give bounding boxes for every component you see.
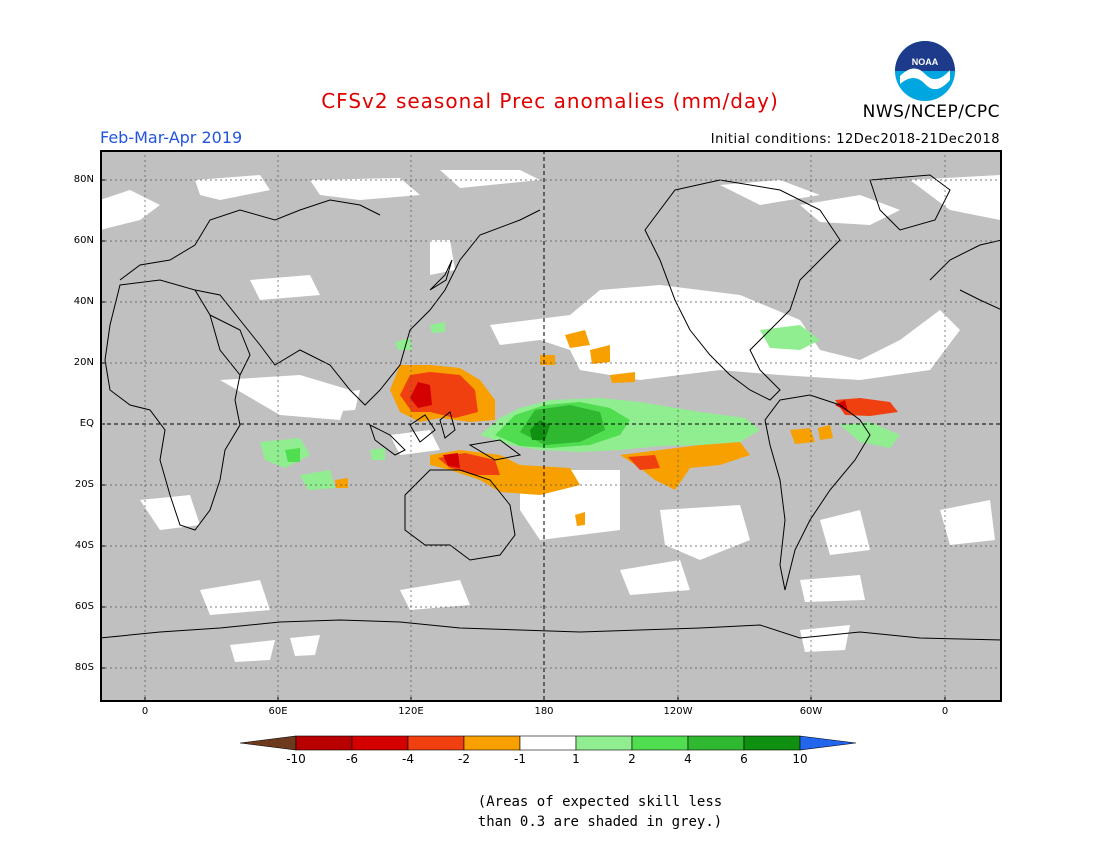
legend-arrow-high	[799, 735, 857, 751]
initial-conditions: Initial conditions: 12Dec2018-21Dec2018	[710, 132, 1000, 147]
precipitation-anomaly-map	[100, 150, 1002, 702]
legend-swatch	[463, 735, 521, 751]
forecast-period: Feb-Mar-Apr 2019	[100, 128, 243, 147]
coastlines	[100, 174, 1002, 641]
skill-footnote: (Areas of expected skill less than 0.3 a…	[0, 792, 1100, 832]
lat-label: 20S	[74, 479, 94, 490]
graticule	[100, 150, 1002, 702]
legend-tick-label: 1	[572, 752, 580, 766]
legend-swatch	[351, 735, 409, 751]
noaa-logo: NOAA	[895, 41, 955, 101]
legend-tick-label: 6	[740, 752, 748, 766]
wet-anomalies	[260, 322, 900, 490]
legend-arrow-low	[240, 735, 297, 751]
lat-label: 80N	[73, 174, 94, 185]
lon-label: 120E	[398, 706, 424, 717]
reference-lines	[100, 150, 1002, 702]
legend-tick-label: -2	[458, 752, 470, 766]
legend-tick-label: 2	[628, 752, 636, 766]
legend-tick-label: -6	[346, 752, 358, 766]
legend-tick-label: -1	[514, 752, 526, 766]
lon-label: 0	[941, 706, 949, 717]
legend-swatch	[407, 735, 465, 751]
lat-label: 40N	[73, 296, 94, 307]
lon-label: 60E	[268, 706, 288, 717]
tick-marks	[100, 179, 946, 702]
legend-swatch	[631, 735, 689, 751]
legend-swatch	[519, 735, 577, 751]
lon-label: 120W	[663, 706, 693, 717]
map-frame	[100, 150, 1002, 702]
svg-text:NOAA: NOAA	[912, 57, 939, 67]
lat-label: 20N	[73, 357, 94, 368]
legend-tick-label: 10	[792, 752, 808, 766]
footnote-line: (Areas of expected skill less	[477, 794, 723, 810]
lon-label: 180	[534, 706, 554, 717]
lon-label: 0	[141, 706, 149, 717]
lat-label: EQ	[79, 418, 94, 429]
dry-anomalies	[335, 330, 898, 526]
legend-swatch	[687, 735, 745, 751]
lat-label: 60N	[73, 235, 94, 246]
lat-label: 40S	[74, 540, 94, 551]
lat-label: 60S	[74, 601, 94, 612]
legend-swatch	[295, 735, 353, 751]
color-legend	[240, 735, 857, 751]
lon-label: 60W	[799, 706, 823, 717]
lat-label: 80S	[74, 662, 94, 673]
legend-swatch	[743, 735, 801, 751]
legend-tick-label: -4	[402, 752, 414, 766]
legend-swatch	[575, 735, 633, 751]
legend-tick-label: 4	[684, 752, 692, 766]
legend-tick-label: -10	[286, 752, 306, 766]
agency-label: NWS/NCEP/CPC	[862, 102, 1000, 122]
map-title: CFSv2 seasonal Prec anomalies (mm/day)	[321, 89, 779, 113]
near-normal-patches	[100, 170, 1000, 662]
footnote-line: than 0.3 are shaded in grey.)	[477, 814, 723, 830]
